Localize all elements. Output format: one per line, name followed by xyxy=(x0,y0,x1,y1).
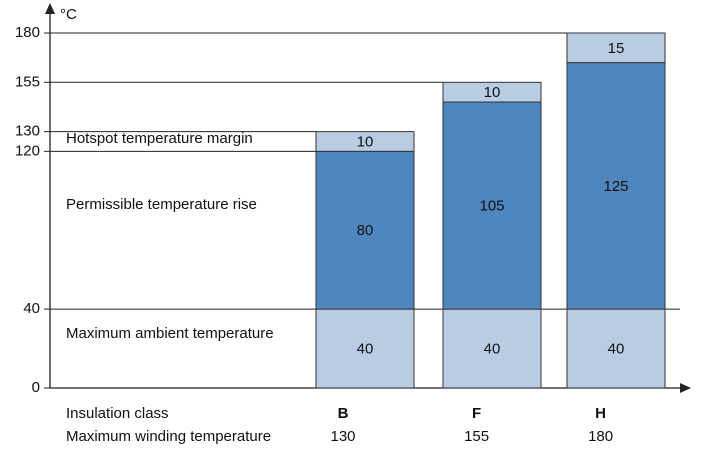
bar-segment xyxy=(442,81,542,103)
y-tick-label: 155 xyxy=(15,73,40,90)
y-tick-label: 40 xyxy=(23,300,40,317)
y-axis-arrow xyxy=(45,3,55,14)
secondary-row-label: Maximum winding temperature xyxy=(66,428,271,445)
secondary-value: 180 xyxy=(588,428,613,445)
y-tick-label: 130 xyxy=(15,123,40,140)
value-label: 15 xyxy=(608,40,625,57)
series-label: Maximum ambient temperature xyxy=(66,325,274,342)
secondary-value: 130 xyxy=(330,428,355,445)
category-label: B xyxy=(338,405,349,422)
series-label: Hotspot temperature margin xyxy=(66,130,253,147)
value-label: 125 xyxy=(603,178,628,195)
category-label: H xyxy=(595,405,606,422)
y-unit: °C xyxy=(60,6,77,23)
bar-segment xyxy=(442,101,542,310)
value-label: 40 xyxy=(608,341,625,358)
x-axis-label: Insulation class xyxy=(66,405,169,422)
bar-segment xyxy=(566,62,666,310)
value-label: 80 xyxy=(357,222,374,239)
bar-segment xyxy=(315,150,415,310)
value-label: 40 xyxy=(484,341,501,358)
bar-segment xyxy=(566,32,666,64)
value-label: 40 xyxy=(357,341,374,358)
y-tick-label: 180 xyxy=(15,24,40,41)
y-tick-label: 120 xyxy=(15,142,40,159)
bar-segment xyxy=(442,308,542,389)
category-label: F xyxy=(472,405,481,422)
bar-segment xyxy=(315,131,415,152)
secondary-value: 155 xyxy=(464,428,489,445)
value-label: 10 xyxy=(484,84,501,101)
series-label: Permissible temperature rise xyxy=(66,196,257,213)
bar-segment xyxy=(315,308,415,389)
y-tick-label: 0 xyxy=(32,379,40,396)
x-axis-arrow xyxy=(680,383,691,393)
value-label: 10 xyxy=(357,133,374,150)
value-label: 105 xyxy=(479,198,504,215)
bar-segment xyxy=(566,308,666,389)
